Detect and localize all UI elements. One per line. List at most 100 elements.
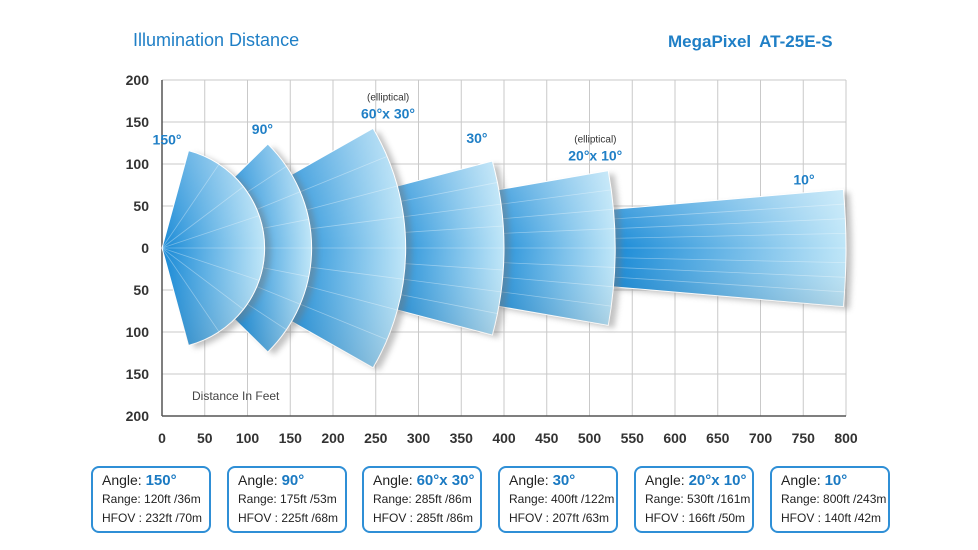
x-axis-label: Distance In Feet xyxy=(192,389,280,403)
beam-angle-label: 30° xyxy=(466,130,487,146)
x-tick-label: 300 xyxy=(407,430,431,446)
beam-angle-label: 20°x 10° xyxy=(568,148,622,164)
beam-shade xyxy=(384,161,504,335)
beam-radial-line xyxy=(489,275,614,288)
y-tick-label: 50 xyxy=(133,282,149,298)
y-tick-label: 150 xyxy=(126,366,150,382)
page-title: Illumination Distance xyxy=(133,30,300,50)
beam-radial-line xyxy=(161,215,260,249)
y-tick-label: 200 xyxy=(126,72,150,88)
beam-note-label: (elliptical) xyxy=(574,135,616,146)
beam-2 xyxy=(279,127,412,371)
beam-0 xyxy=(161,150,271,349)
beam-note-label: (elliptical) xyxy=(367,92,409,103)
beam-angle-label: 10° xyxy=(793,171,814,187)
x-tick-label: 600 xyxy=(663,430,687,446)
card-range: Range: 175ft /53m xyxy=(238,492,337,506)
card-range: Range: 530ft /161m xyxy=(645,492,751,506)
beam-angle-label: 60°x 30° xyxy=(361,105,415,121)
beam-radial-line xyxy=(610,232,846,239)
card-angle-label: Angle: xyxy=(645,472,685,488)
card-hfov: HFOV : 140ft /42m xyxy=(781,511,882,525)
beam-5 xyxy=(608,188,852,310)
card-range: Range: 120ft /36m xyxy=(102,492,201,506)
beam-radial-line xyxy=(161,247,244,310)
beam-radial-line xyxy=(610,257,846,264)
beam-radial-line xyxy=(390,203,502,219)
label-layer: 0 50 100 150 200 250 300 350 400 450 500 550 600 650 7… xyxy=(126,72,858,446)
x-tick-label: 350 xyxy=(450,430,474,446)
beam-shade xyxy=(162,150,265,346)
card-angle-value: 30° xyxy=(552,472,576,489)
card-angle-value: 150° xyxy=(145,472,177,489)
card-angle-value: 60°x 30° xyxy=(416,472,475,489)
x-tick-label: 750 xyxy=(792,430,816,446)
beam-shade xyxy=(609,189,846,307)
beam-radial-line xyxy=(256,286,301,305)
y-tick-label: 150 xyxy=(126,114,150,130)
spec-card-150: Angle: 150° Range: 120ft /36m HFOV : 232… xyxy=(91,466,211,533)
beam-radial-line xyxy=(161,163,220,249)
spec-card-20x10: Angle: 20°x 10° Range: 530ft /161m HFOV … xyxy=(634,466,754,533)
y-tick-label: 100 xyxy=(126,324,150,340)
card-hfov: HFOV : 285ft /86m xyxy=(373,511,474,525)
card-range: Range: 800ft /243m xyxy=(781,492,887,506)
spec-card-30: Angle: 30° Range: 400ft /122m HFOV : 207… xyxy=(498,466,618,533)
x-tick-label: 100 xyxy=(236,430,260,446)
card-angle-value: 10° xyxy=(824,472,848,489)
beam-radial-line xyxy=(488,289,612,307)
beam-radial-line xyxy=(247,303,287,331)
beam-layer xyxy=(161,127,852,371)
beam-radial-line xyxy=(262,218,309,229)
beam-radial-line xyxy=(610,266,846,278)
x-tick-label: 250 xyxy=(364,430,388,446)
model-name: AT-25E-S xyxy=(759,32,833,51)
beam-radial-line xyxy=(161,247,220,333)
x-tick-label: 550 xyxy=(621,430,645,446)
card-angle-value: 20°x 10° xyxy=(688,472,747,489)
y-tick-label: 0 xyxy=(141,240,149,256)
beam-shade xyxy=(486,170,616,326)
beam-radial-line xyxy=(610,218,846,230)
beam-radial-line xyxy=(288,156,388,197)
card-angle-label: Angle: xyxy=(238,472,278,488)
x-tick-label: 650 xyxy=(706,430,730,446)
beam-radial-line xyxy=(161,247,260,281)
spec-card-90: Angle: 90° Range: 175ft /53m HFOV : 225f… xyxy=(227,466,347,533)
x-tick-label: 400 xyxy=(492,430,516,446)
x-tick-label: 800 xyxy=(834,430,858,446)
card-range: Range: 285ft /86m xyxy=(373,492,472,506)
x-tick-label: 700 xyxy=(749,430,773,446)
beam-angle-label: 150° xyxy=(153,132,182,148)
card-hfov: HFOV : 207ft /63m xyxy=(509,511,610,525)
beam-radial-line xyxy=(490,228,615,235)
y-tick-label: 100 xyxy=(126,156,150,172)
card-hfov: HFOV : 225ft /68m xyxy=(238,511,339,525)
beam-radial-line xyxy=(490,261,615,268)
card-angle-label: Angle: xyxy=(373,472,413,488)
beam-radial-line xyxy=(609,203,845,220)
card-hfov: HFOV : 166ft /50m xyxy=(645,511,746,525)
card-hfov: HFOV : 232ft /70m xyxy=(102,511,203,525)
brand-name: MegaPixel xyxy=(668,32,752,51)
beam-radial-line xyxy=(247,165,287,193)
beam-radial-line xyxy=(489,208,614,221)
card-angle-label: Angle: xyxy=(781,472,821,488)
spec-card-60x30: Angle: 60°x 30° Range: 285ft /86m HFOV :… xyxy=(362,466,482,533)
x-tick-label: 200 xyxy=(321,430,345,446)
x-tick-label: 150 xyxy=(279,430,303,446)
y-tick-label: 50 xyxy=(133,198,149,214)
y-tick-label: 200 xyxy=(126,408,150,424)
beam-radial-line xyxy=(256,191,301,210)
card-angle-label: Angle: xyxy=(102,472,142,488)
card-angle-value: 90° xyxy=(281,472,305,489)
beam-radial-line xyxy=(488,189,612,207)
beam-radial-line xyxy=(609,276,845,293)
product-title: MegaPixel AT-25E-S xyxy=(668,32,833,52)
x-tick-label: 500 xyxy=(578,430,602,446)
card-angle-label: Angle: xyxy=(509,472,549,488)
beam-4 xyxy=(485,170,622,329)
x-tick-label: 450 xyxy=(535,430,559,446)
beam-radial-line xyxy=(262,267,309,278)
